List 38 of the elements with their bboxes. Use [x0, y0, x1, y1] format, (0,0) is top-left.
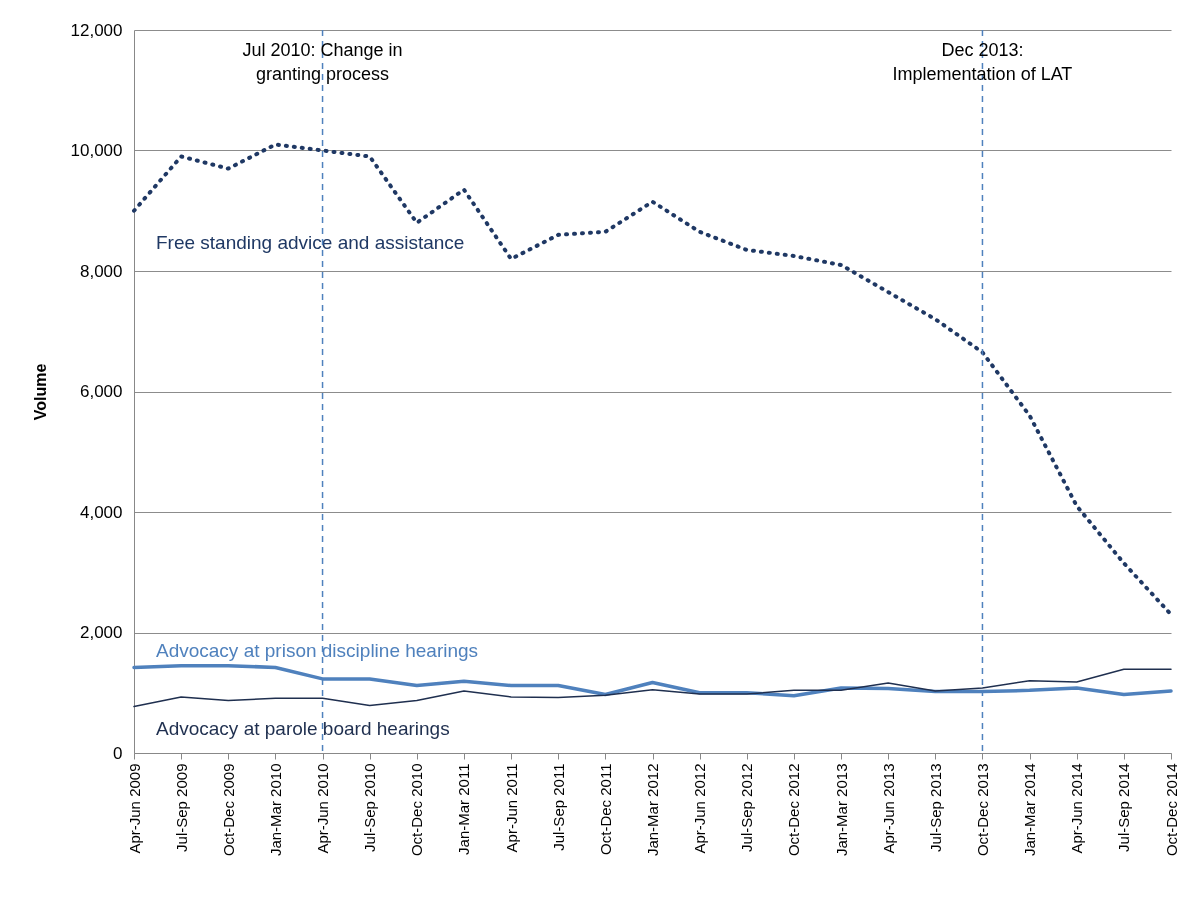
y-tick-label: 6,000	[79, 382, 123, 401]
y-tick-label: 10,000	[70, 141, 123, 160]
x-tick-label: Apr-Jun 2011	[502, 763, 520, 853]
line-series	[133, 668, 1172, 708]
x-tick-label: Jan-Mar 2011	[455, 763, 473, 855]
ref-line-label: Jul 2010: Change in granting process	[242, 40, 403, 84]
series-label: Advocacy at parole board hearings	[156, 717, 450, 739]
x-tick-label: Apr-Jun 2010	[314, 763, 332, 854]
x-tick-label: Oct-Dec 2009	[219, 763, 237, 857]
x-tick-label: Apr-Jun 2013	[879, 763, 897, 854]
y-tick-label: 2,000	[79, 623, 123, 642]
ref-line-label: Dec 2013: Implementation of LAT	[892, 40, 1073, 84]
line-series	[132, 142, 1173, 617]
x-tick-label: Jan-Mar 2010	[266, 763, 284, 857]
x-tick-label: Apr-Jun 2009	[125, 763, 143, 854]
x-tick-label: Jul-Sep 2014	[1115, 763, 1133, 852]
series-label: Free standing advice and assistance	[156, 231, 465, 253]
x-tick-label: Jul-Sep 2010	[361, 763, 379, 852]
x-tick-label: Jul-Sep 2011	[549, 763, 567, 851]
y-axis-title: Volume	[31, 363, 49, 421]
x-tick-label: Apr-Jun 2012	[691, 763, 709, 854]
x-tick-label: Oct-Dec 2010	[408, 763, 426, 857]
series-label: Advocacy at prison discipline hearings	[156, 640, 479, 662]
x-tick-label: Oct-Dec 2014	[1162, 763, 1180, 857]
y-tick-label: 0	[113, 743, 123, 763]
x-tick-label: Jan-Mar 2014	[1021, 763, 1039, 857]
y-tick-label: 12,000	[70, 20, 123, 40]
x-tick-label: Jan-Mar 2012	[644, 763, 661, 857]
x-tick-label: Apr-Jun 2014	[1068, 763, 1086, 854]
x-tick-label: Oct-Dec 2011	[596, 763, 614, 855]
x-tick-label: Jul-Sep 2013	[926, 763, 944, 852]
y-tick-label: 8,000	[79, 261, 123, 281]
x-tick-label: Oct-Dec 2013	[973, 763, 991, 857]
x-tick-label: Jul-Sep 2009	[172, 763, 190, 852]
y-tick-label: 4,000	[79, 502, 123, 522]
x-tick-label: Jul-Sep 2012	[738, 763, 756, 852]
x-tick-label: Oct-Dec 2012	[785, 763, 803, 857]
x-tick-label: Jan-Mar 2013	[832, 763, 850, 857]
